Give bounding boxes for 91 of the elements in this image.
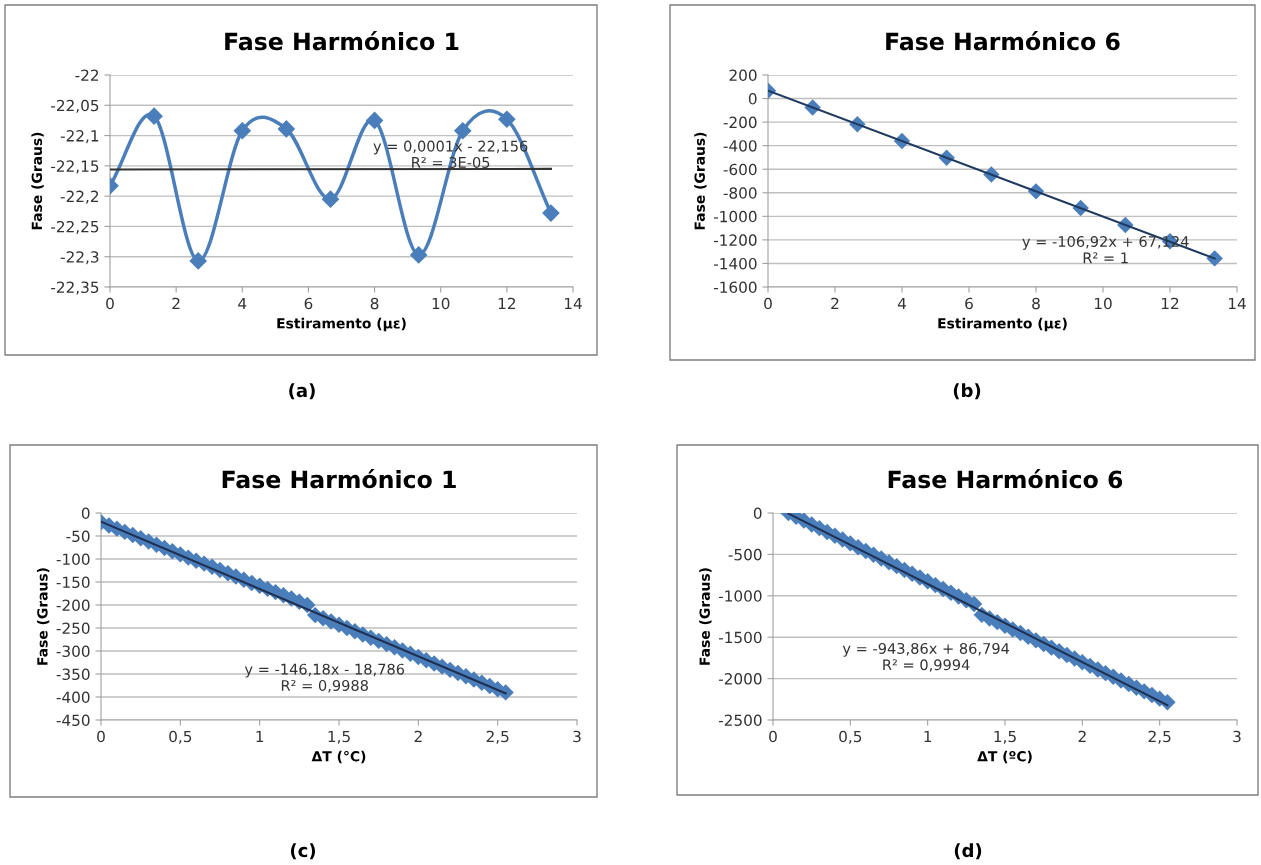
y-tick-label: -1200: [713, 234, 757, 246]
y-tick-label: -200: [56, 599, 90, 612]
point: [233, 122, 251, 140]
point: [145, 107, 163, 125]
y-tick-label: -22,25: [51, 220, 99, 235]
y-tick-label: -1000: [713, 210, 757, 223]
y-tick-label: -22,35: [51, 281, 99, 295]
y-tick-label: -600: [723, 163, 757, 176]
y-tick-label: -400: [56, 691, 90, 704]
x-axis-title: ΔT (°C): [311, 750, 366, 764]
x-tick-label: 2,5: [1148, 730, 1171, 744]
y-tick-label: -2500: [718, 714, 762, 727]
y-tick-label: -22: [75, 69, 99, 81]
y-axis-title: Fase (Graus): [36, 568, 50, 665]
point: [542, 204, 560, 222]
x-tick-label: 8: [370, 297, 379, 310]
y-axis-title: Fase (Graus): [699, 568, 712, 665]
x-tick-label: 0: [764, 297, 772, 310]
x-tick-label: 14: [1228, 297, 1246, 310]
x-tick-label: 3: [573, 730, 581, 743]
y-tick-label: -200: [723, 116, 757, 129]
point: [498, 110, 516, 128]
x-tick-label: 4: [897, 297, 906, 310]
y-tick-label: -1400: [713, 257, 757, 270]
chart-title: Fase Harmónico 1: [225, 31, 459, 51]
x-tick-label: 6: [965, 297, 973, 310]
text: (a): [289, 383, 315, 400]
x-tick-label: 2: [831, 297, 839, 310]
y-tick-label: -1500: [718, 631, 762, 644]
x-tick-label: 10: [432, 297, 450, 310]
point: [454, 122, 472, 140]
y-tick-label: -500: [728, 548, 762, 561]
x-tick-label: 2: [414, 730, 422, 743]
x-tick-label: 0: [769, 730, 777, 743]
y-tick-label: 0: [748, 93, 757, 105]
annotation: y = -943,86x + 86,794 R² = 0,9994: [842, 642, 1010, 672]
y-axis-title: Fase (Graus): [31, 132, 44, 230]
point: [366, 111, 384, 129]
x-axis-title: Estiramento (με): [938, 317, 1067, 332]
x-tick-label: 0,5: [839, 730, 862, 744]
y-tick-label: -800: [723, 187, 757, 199]
x-tick-label: 2: [172, 297, 180, 310]
text: (d): [954, 843, 982, 860]
chart-title: Fase Harmónico 6: [888, 469, 1123, 489]
y-tick-label: -22,05: [51, 99, 99, 113]
annotation: y = -146,18x - 18,786 R² = 0,9988: [244, 663, 405, 693]
y-tick-label: -100: [56, 553, 90, 566]
x-tick-label: 8: [1032, 297, 1040, 310]
x-tick-label: 4: [238, 297, 247, 310]
y-tick-label: 0: [753, 507, 762, 520]
y-tick-label: -450: [56, 714, 90, 727]
y-tick-label: -22,15: [51, 160, 99, 174]
y-tick-label: -50: [66, 530, 90, 543]
x-tick-label: 10: [1094, 297, 1112, 310]
x-axis-title: ΔT (ºC): [977, 750, 1032, 764]
y-tick-label: 200: [729, 69, 757, 82]
point: [410, 246, 428, 264]
x-tick-label: 0,5: [169, 730, 192, 744]
point: [321, 190, 340, 208]
y-tick-label: -22,3: [60, 251, 99, 265]
x-tick-label: 0: [106, 297, 114, 310]
text: (b): [953, 383, 981, 400]
x-tick-label: 2: [1078, 730, 1086, 743]
y-tick-label: -250: [56, 622, 90, 635]
y-tick-label: -400: [723, 140, 757, 152]
y-tick-label: -350: [56, 668, 90, 681]
chart-title: Fase Harmónico 1: [222, 469, 456, 489]
x-tick-label: 6: [304, 297, 313, 310]
x-tick-label: 14: [564, 297, 582, 310]
point: [189, 252, 207, 270]
y-tick-label: -1600: [713, 281, 757, 294]
x-tick-label: 2,5: [486, 730, 509, 744]
y-tick-label: -300: [56, 645, 90, 658]
y-tick-label: -22,1: [60, 130, 99, 144]
y-axis-title: Fase (Graus): [694, 132, 707, 230]
y-tick-label: -1000: [718, 590, 762, 602]
x-tick-label: 1: [924, 730, 932, 743]
x-tick-label: 1: [256, 730, 264, 743]
x-tick-label: 12: [1161, 297, 1179, 310]
y-tick-label: 0: [81, 507, 90, 520]
x-axis-title: Estiramento (με): [277, 317, 406, 332]
y-tick-label: -150: [56, 576, 90, 589]
x-tick-label: 12: [498, 297, 516, 310]
y-tick-label: -22,2: [60, 190, 99, 204]
point: [277, 120, 295, 138]
chart-title: Fase Harmónico 6: [886, 31, 1120, 51]
y-tick-label: -2000: [718, 673, 762, 685]
x-tick-label: 1,5: [328, 730, 350, 744]
text: (c): [290, 843, 316, 860]
x-tick-label: 1,5: [994, 730, 1016, 744]
x-tick-label: 3: [1233, 730, 1241, 743]
